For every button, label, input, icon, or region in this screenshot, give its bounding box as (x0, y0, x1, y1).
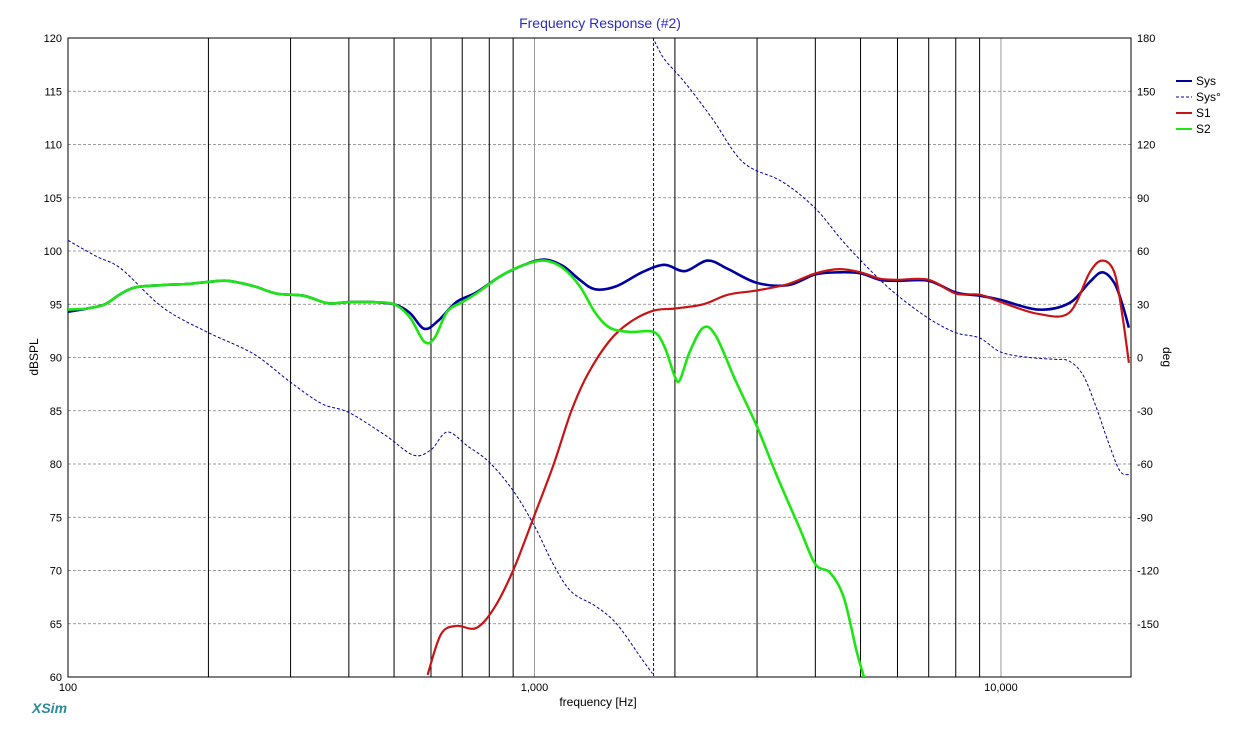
legend-label: Sys° (1196, 90, 1221, 104)
legend: Sys Sys° S1 S2 (1176, 74, 1221, 136)
x-tick-label: 100 (59, 682, 77, 694)
plot-frame (67, 37, 1132, 678)
y-axis-ticks: 120 115 110 105 100 95 90 85 80 75 70 65 60 (44, 33, 62, 684)
y-axis-label: dBSPL (27, 338, 41, 376)
legend-label: S2 (1196, 122, 1211, 136)
series-line-sys-phase (68, 239, 653, 674)
series-line-s2 (68, 259, 866, 677)
legend-label: S1 (1196, 106, 1211, 120)
y-tick-label: 70 (50, 566, 62, 578)
y2-tick-label: 90 (1137, 193, 1149, 205)
y2-tick-label: 150 (1137, 86, 1155, 98)
y2-tick-label: -120 (1137, 566, 1159, 578)
y-tick-label: 85 (50, 406, 62, 418)
y-tick-label: 115 (44, 86, 62, 98)
y2-axis-label: deg (1160, 347, 1174, 367)
vertical-gridlines (207, 38, 1002, 677)
y2-tick-label: -60 (1137, 459, 1153, 471)
y2-tick-label: 30 (1137, 299, 1149, 311)
series-line-s1 (426, 259, 1130, 676)
x-axis-label: frequency [Hz] (559, 695, 636, 709)
legend-label: Sys (1196, 74, 1216, 88)
y-tick-label: 80 (50, 459, 62, 471)
y-tick-label: 105 (44, 193, 62, 205)
series-layer (68, 38, 1131, 677)
y-tick-label: 65 (50, 619, 62, 631)
x-axis-ticks: 100 1,000 10,000 (59, 682, 1018, 694)
y-tick-label: 95 (50, 299, 62, 311)
y-tick-label: 110 (44, 140, 62, 152)
y-tick-label: 75 (50, 512, 62, 524)
y2-tick-label: 180 (1137, 33, 1155, 45)
y2-tick-label: -30 (1137, 406, 1153, 418)
y2-tick-label: 0 (1137, 353, 1143, 365)
y2-axis-ticks: 180 150 120 90 60 30 0 -30 -60 -90 -120 -150 (1137, 33, 1159, 631)
x-tick-label: 10,000 (984, 682, 1018, 694)
xsim-brand: XSim (32, 700, 68, 716)
horizontal-gridlines (68, 37, 1131, 678)
series-line-sys-phase (654, 41, 1130, 476)
y-tick-label: 120 (44, 33, 62, 45)
y-tick-label: 60 (50, 672, 62, 684)
y-tick-label: 90 (50, 353, 62, 365)
y2-tick-label: 60 (1137, 246, 1149, 258)
y2-tick-label: -150 (1137, 619, 1159, 631)
y2-tick-label: 120 (1137, 140, 1155, 152)
x-tick-label: 1,000 (521, 682, 549, 694)
y2-tick-label: -90 (1137, 512, 1153, 524)
chart-title: Frequency Response (#2) (519, 15, 681, 31)
y-tick-label: 100 (44, 246, 62, 258)
